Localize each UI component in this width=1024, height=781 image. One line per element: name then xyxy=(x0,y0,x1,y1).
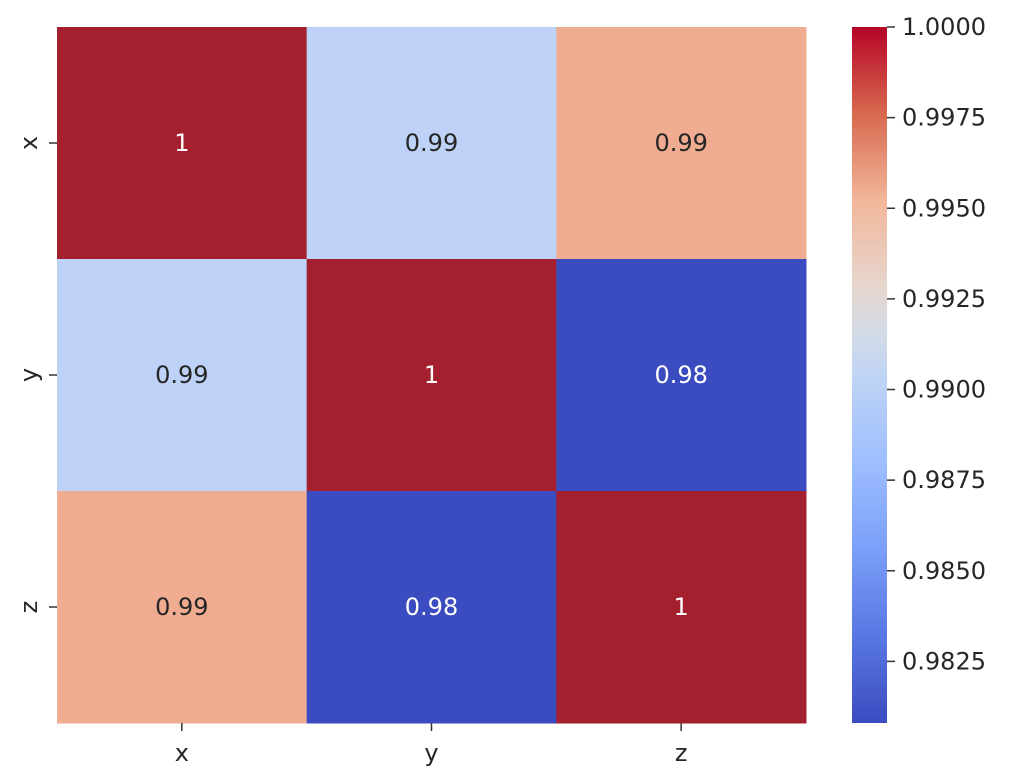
cell-value-label: 0.99 xyxy=(654,129,707,157)
cell-value-label: 0.98 xyxy=(654,361,707,389)
colorbar-tick-label: 0.9950 xyxy=(902,194,986,222)
y-axis: x y z xyxy=(15,136,57,613)
x-tick-label: x xyxy=(175,739,189,767)
cell-value-label: 0.99 xyxy=(155,361,208,389)
x-tick-label: z xyxy=(675,739,688,767)
colorbar: 1.0000 0.9975 0.9950 0.9925 0.9900 0.9875 0.98… xyxy=(852,13,986,723)
heatmap-cell xyxy=(306,259,557,492)
cell-value-label: 0.98 xyxy=(405,593,458,621)
cell-value-label: 1 xyxy=(424,361,439,389)
heatmap-cell xyxy=(306,491,557,724)
y-tick-label: z xyxy=(15,601,43,614)
cell-value-label: 0.99 xyxy=(405,129,458,157)
colorbar-tick-label: 0.9975 xyxy=(902,104,986,132)
colorbar-gradient xyxy=(852,27,887,723)
heatmap-cell xyxy=(556,27,807,260)
x-axis: x y z xyxy=(175,723,688,767)
colorbar-tick-label: 0.9850 xyxy=(902,557,986,585)
heatmap-cell xyxy=(57,27,308,260)
heatmap-cells: 1 0.99 0.99 0.99 1 0.98 0.99 0.98 1 xyxy=(57,27,807,724)
colorbar-tick-label: 0.9825 xyxy=(902,647,986,675)
cell-value-label: 1 xyxy=(174,129,189,157)
cell-value-label: 1 xyxy=(674,593,689,621)
colorbar-tick-label: 1.0000 xyxy=(902,13,986,41)
colorbar-tick-label: 0.9900 xyxy=(902,376,986,404)
colorbar-tick-label: 0.9925 xyxy=(902,285,986,313)
cell-value-label: 0.99 xyxy=(155,593,208,621)
y-tick-label: y xyxy=(15,368,43,382)
heatmap-cell xyxy=(57,491,308,724)
y-tick-label: x xyxy=(15,136,43,150)
heatmap-cell xyxy=(556,491,807,724)
x-tick-label: y xyxy=(424,739,438,767)
heatmap-cell xyxy=(306,27,557,260)
heatmap-cell xyxy=(57,259,308,492)
colorbar-tick-label: 0.9875 xyxy=(902,466,986,494)
heatmap-cell xyxy=(556,259,807,492)
